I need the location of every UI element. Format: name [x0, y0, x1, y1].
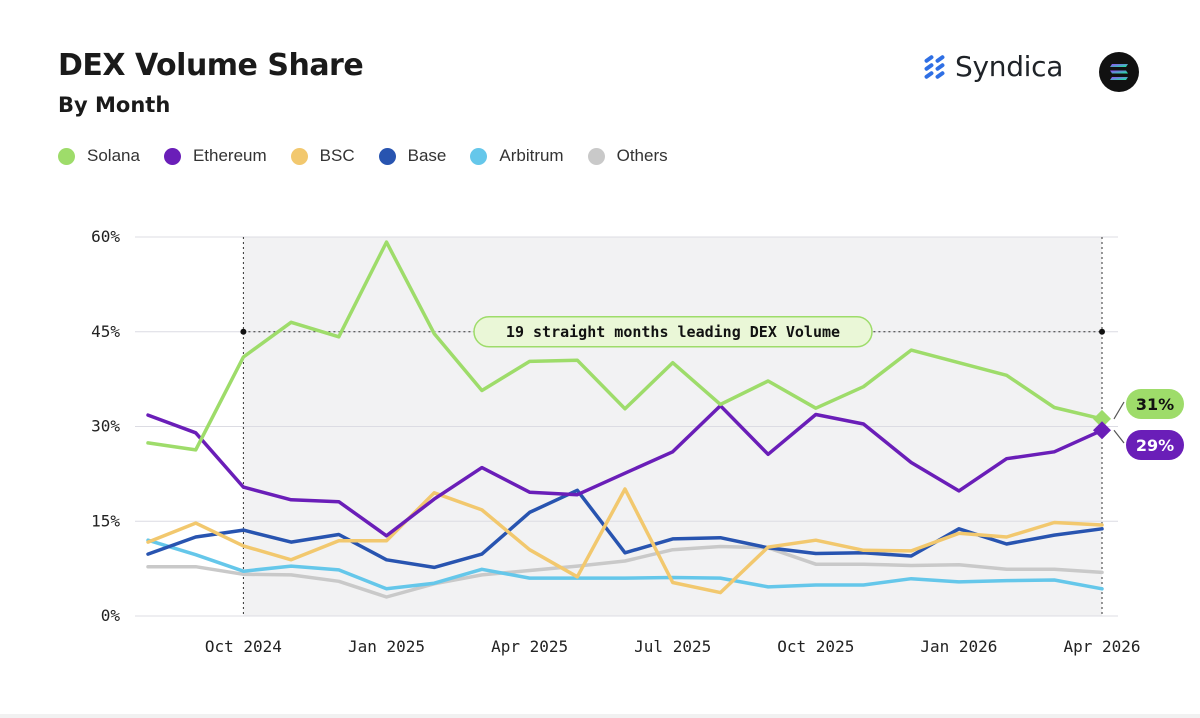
annotation-pill: [473, 316, 873, 348]
annotation-text: 19 straight months leading DEX Volume: [506, 323, 840, 341]
legend-swatch: [58, 147, 75, 165]
legend-item[interactable]: Arbitrum: [470, 146, 564, 166]
y-tick-label: 45%: [91, 322, 120, 341]
chart-title: DEX Volume Share: [58, 48, 364, 83]
chart-legend: Solana Ethereum BSC Base Arbitrum Others: [58, 146, 692, 166]
y-tick-label: 0%: [101, 606, 121, 625]
legend-swatch: [378, 147, 396, 165]
legend-label: Base: [407, 146, 447, 165]
legend-swatch: [290, 147, 308, 165]
end-label-text: 29%: [1136, 436, 1174, 455]
x-tick-label: Oct 2024: [205, 637, 282, 656]
legend-swatch: [587, 147, 605, 165]
solana-logo-icon: [1099, 52, 1139, 92]
end-marker-solana: [1093, 409, 1111, 428]
legend-item[interactable]: BSC: [290, 146, 355, 166]
y-tick-label: 15%: [91, 511, 120, 530]
bottom-divider: [0, 714, 1200, 718]
x-tick-label: Jul 2025: [634, 637, 711, 656]
end-marker-ethereum: [1093, 421, 1111, 440]
legend-swatch: [470, 147, 488, 165]
end-label-pill: [1126, 389, 1184, 419]
legend-item[interactable]: Base: [378, 146, 447, 166]
series-line-arbitrum: [146, 538, 1104, 591]
x-tick-label: Jan 2025: [348, 637, 425, 656]
x-tick-label: Jan 2026: [920, 637, 997, 656]
chart-subtitle: By Month: [58, 93, 171, 117]
legend-label: BSC: [319, 146, 355, 165]
series-line-bsc: [146, 487, 1104, 595]
legend-label: Solana: [87, 146, 140, 165]
end-label-text: 31%: [1136, 395, 1174, 414]
legend-item[interactable]: Others: [587, 146, 668, 166]
legend-swatch: [163, 147, 181, 165]
annotation-start-dot: [240, 328, 247, 335]
legend-label: Arbitrum: [499, 146, 564, 165]
legend-label: Others: [616, 146, 668, 165]
series-line-others: [146, 544, 1104, 599]
series-line-ethereum: [146, 403, 1104, 538]
brand-name: Syndica: [955, 50, 1064, 83]
x-tick-label: Oct 2025: [777, 637, 854, 656]
x-tick-label: Apr 2026: [1063, 637, 1140, 656]
legend-item[interactable]: Solana: [58, 146, 140, 166]
legend-label: Ethereum: [192, 146, 267, 165]
brand-logo: Syndica: [922, 50, 1063, 83]
end-label-pill: [1126, 430, 1184, 460]
x-tick-label: Apr 2025: [491, 637, 568, 656]
y-tick-label: 60%: [91, 227, 120, 246]
annotation-end-dot: [1099, 328, 1105, 335]
series-line-solana: [146, 240, 1104, 452]
legend-item[interactable]: Ethereum: [163, 146, 267, 166]
y-tick-label: 30%: [91, 417, 120, 436]
end-label-arrow: [1113, 401, 1125, 420]
end-label-arrow: [1113, 429, 1125, 444]
syndica-logo-icon: [924, 54, 945, 79]
